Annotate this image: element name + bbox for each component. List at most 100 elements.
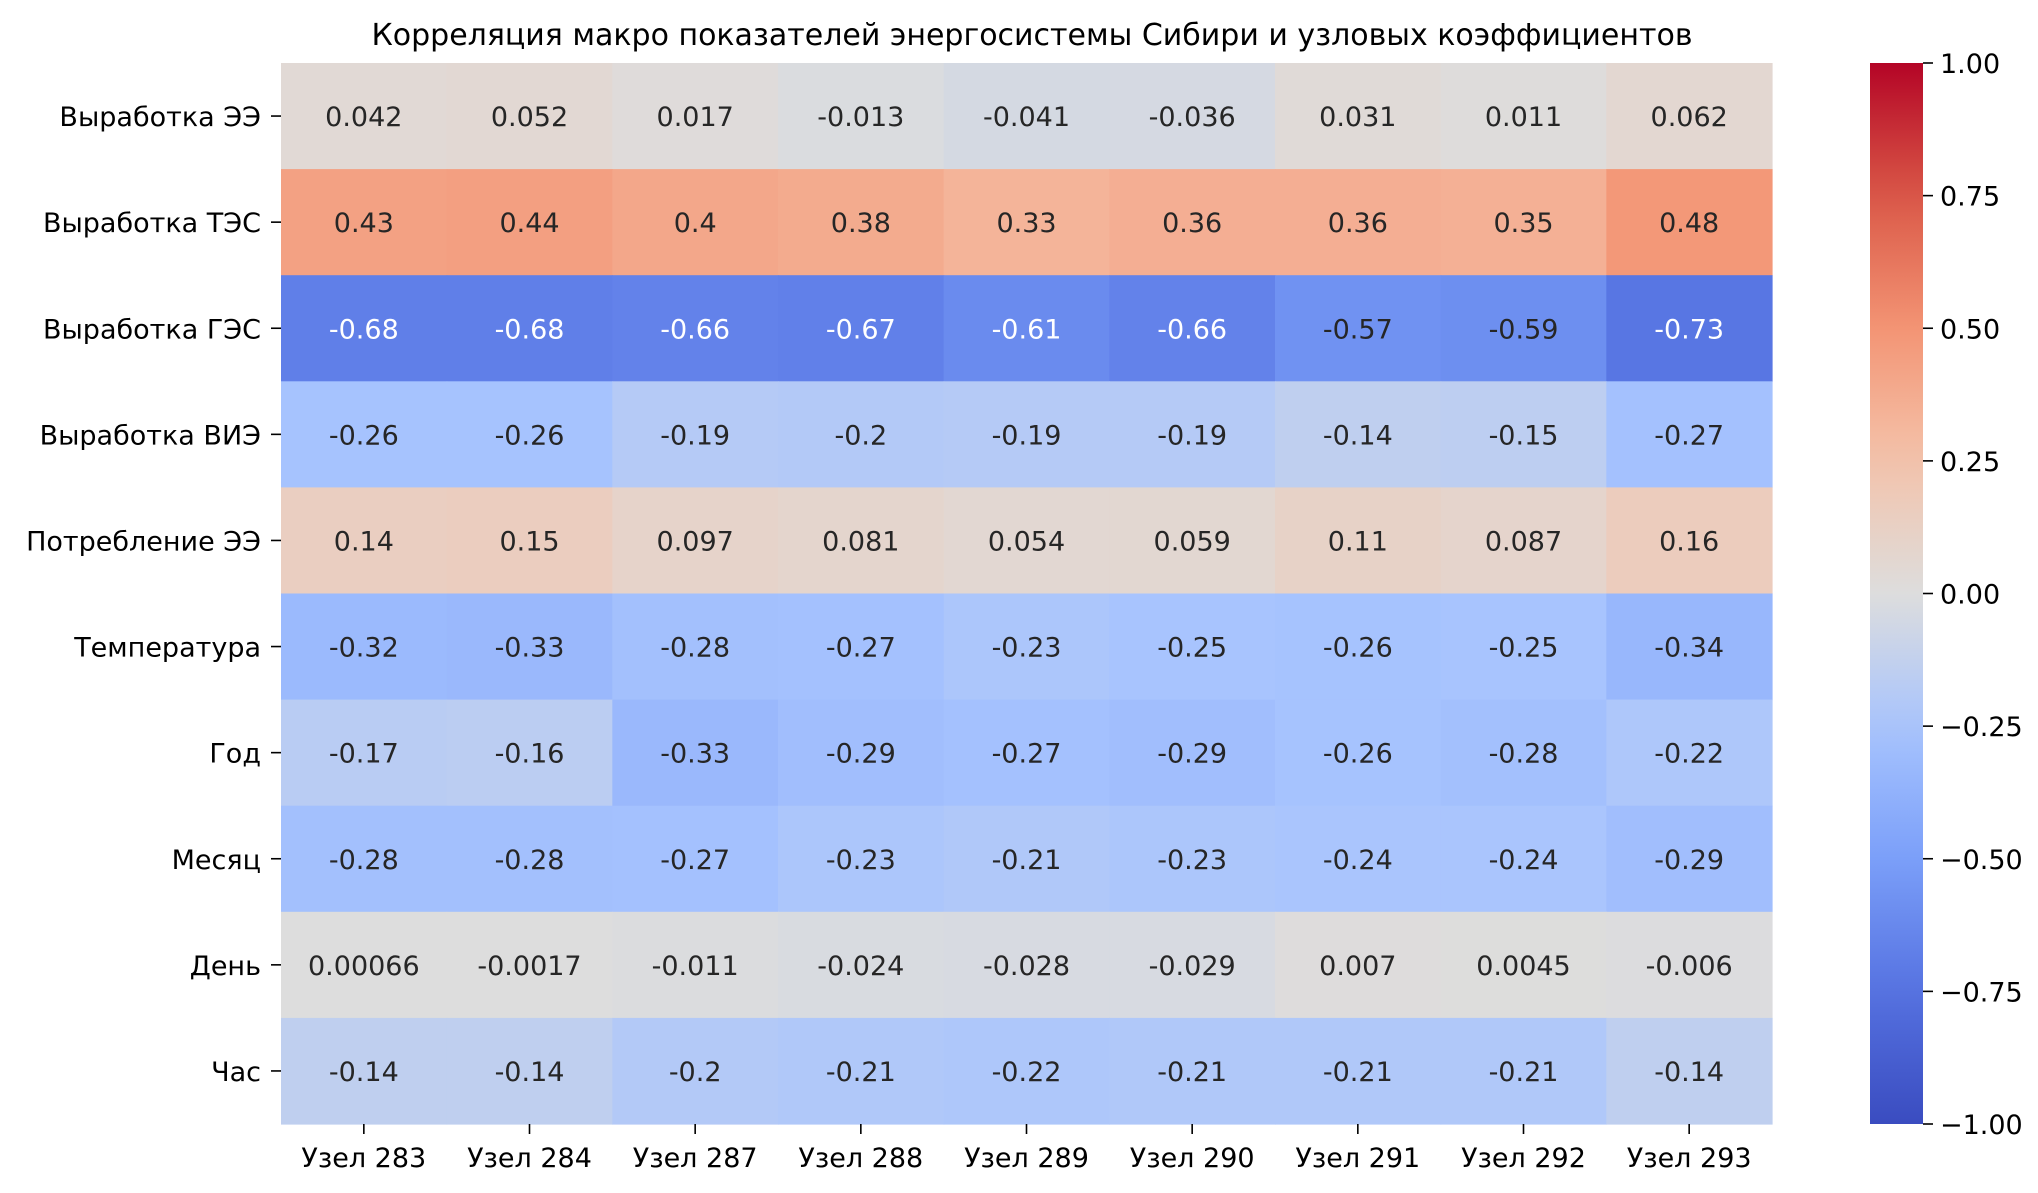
cell-value-label: -0.26 xyxy=(329,420,399,451)
row-label: Месяц xyxy=(172,845,261,876)
heatmap-cell xyxy=(281,381,448,488)
cell-value-label: -0.15 xyxy=(1489,420,1559,451)
cell-value-label: 0.097 xyxy=(657,526,734,557)
heatmap-cell xyxy=(281,805,448,913)
cell-value-label: -0.73 xyxy=(1654,314,1724,345)
heatmap-cell xyxy=(778,593,945,701)
heatmap-cell xyxy=(1275,63,1442,170)
cell-value-label: 0.38 xyxy=(831,208,891,239)
heatmap-cell xyxy=(612,275,779,382)
cell-value-label: 0.042 xyxy=(325,102,402,133)
cell-value-label: 0.11 xyxy=(1328,526,1388,557)
cell-value-label: 0.14 xyxy=(334,526,394,557)
heatmap-cell xyxy=(1606,699,1773,807)
column-label: Узел 292 xyxy=(1461,1143,1586,1174)
cell-value-label: -0.28 xyxy=(329,845,399,876)
heatmap-cell xyxy=(1275,275,1442,382)
heatmap-cell xyxy=(1109,275,1276,382)
cell-value-label: 0.087 xyxy=(1485,526,1562,557)
heatmap-cell xyxy=(1275,805,1442,913)
cell-value-label: 0.4 xyxy=(674,208,717,239)
heatmap-cell xyxy=(1606,593,1773,701)
heatmap-cell xyxy=(1109,699,1276,807)
heatmap-cell xyxy=(1275,699,1442,807)
cell-value-label: -0.036 xyxy=(1149,102,1236,133)
cell-value-label: -0.2 xyxy=(834,420,887,451)
cell-value-label: -0.21 xyxy=(826,1057,896,1088)
heatmap-cell xyxy=(446,911,613,1019)
cell-value-label: -0.26 xyxy=(1323,633,1393,664)
cell-value-label: -0.26 xyxy=(1323,739,1393,770)
row-label: Выработка ВИЭ xyxy=(40,420,261,451)
heatmap-cell xyxy=(1440,1017,1607,1125)
row-labels: Выработка ЭЭ Выработка ТЭС Выработка ГЭС Вы… xyxy=(26,102,281,1088)
cell-value-label: 0.36 xyxy=(1328,208,1388,239)
cell-value-label: 0.031 xyxy=(1319,102,1396,133)
heatmap-cell xyxy=(1440,275,1607,382)
heatmap-cell xyxy=(1440,805,1607,913)
cell-value-label: 0.00066 xyxy=(308,951,420,982)
cell-value-label: -0.28 xyxy=(1489,739,1559,770)
heatmap-cell xyxy=(1275,487,1442,595)
cell-value-label: -0.25 xyxy=(1489,633,1559,664)
heatmap-cell xyxy=(612,593,779,701)
heatmap-cell xyxy=(281,63,448,170)
cell-value-label: -0.29 xyxy=(1654,845,1724,876)
column-label: Узел 284 xyxy=(467,1143,592,1174)
cell-value-label: -0.26 xyxy=(495,420,565,451)
heatmap-cell xyxy=(1109,169,1276,276)
heatmap-cell xyxy=(1606,63,1773,170)
heatmap-cell xyxy=(1109,487,1276,595)
row-label: Выработка ЭЭ xyxy=(59,102,261,133)
heatmap-cell xyxy=(281,169,448,276)
row-label: Температура xyxy=(73,633,261,664)
cell-value-label: -0.14 xyxy=(1654,1057,1724,1088)
heatmap-cell xyxy=(1109,381,1276,488)
heatmap-cell xyxy=(281,1017,448,1125)
heatmap-cells: 0.042 0.052 0.017 -0.013 -0.041 -0.036 0.031 0.… xyxy=(281,63,1773,1125)
heatmap-cell xyxy=(778,911,945,1019)
colorbar-tick-label: 1.00 xyxy=(1940,49,2000,80)
cell-value-label: -0.22 xyxy=(1654,739,1724,770)
row-label: Год xyxy=(209,739,261,770)
colorbar-tick-label: −0.25 xyxy=(1940,712,2023,743)
heatmap-cell xyxy=(1440,699,1607,807)
cell-value-label: -0.32 xyxy=(329,633,399,664)
heatmap-cell xyxy=(612,381,779,488)
cell-value-label: 0.15 xyxy=(499,526,559,557)
cell-value-label: -0.29 xyxy=(826,739,896,770)
colorbar-tick-label: 0.00 xyxy=(1940,580,2000,611)
cell-value-label: -0.19 xyxy=(992,420,1062,451)
cell-value-label: 0.35 xyxy=(1493,208,1553,239)
cell-value-label: -0.22 xyxy=(992,1057,1062,1088)
heatmap-cell xyxy=(778,169,945,276)
cell-value-label: -0.041 xyxy=(983,102,1070,133)
cell-value-label: 0.011 xyxy=(1485,102,1562,133)
cell-value-label: -0.14 xyxy=(1323,420,1393,451)
heatmap-cell xyxy=(612,699,779,807)
column-label: Узел 293 xyxy=(1627,1143,1752,1174)
cell-value-label: -0.27 xyxy=(1654,420,1724,451)
colorbar-tick-label: −0.50 xyxy=(1940,845,2023,876)
row-label: День xyxy=(190,951,261,982)
heatmap-cell xyxy=(1606,275,1773,382)
heatmap-cell xyxy=(943,487,1110,595)
cell-value-label: -0.24 xyxy=(1489,845,1559,876)
heatmap-cell xyxy=(1109,1017,1276,1125)
cell-value-label: 0.081 xyxy=(822,526,899,557)
cell-value-label: -0.28 xyxy=(495,845,565,876)
cell-value-label: 0.007 xyxy=(1319,951,1396,982)
cell-value-label: 0.48 xyxy=(1659,208,1719,239)
heatmap-cell xyxy=(1440,593,1607,701)
heatmap-cell xyxy=(446,593,613,701)
heatmap-cell xyxy=(446,1017,613,1125)
cell-value-label: -0.21 xyxy=(1489,1057,1559,1088)
heatmap-cell xyxy=(943,593,1110,701)
heatmap-cell xyxy=(1440,169,1607,276)
heatmap-cell xyxy=(1109,911,1276,1019)
cell-value-label: -0.24 xyxy=(1323,845,1393,876)
colorbar: −1.00 −0.75 −0.50 −0.25 0.00 0.25 0.50 0.75 1.00 xyxy=(1870,49,2023,1141)
heatmap-cell xyxy=(778,381,945,488)
cell-value-label: -0.33 xyxy=(495,633,565,664)
heatmap-cell xyxy=(778,699,945,807)
